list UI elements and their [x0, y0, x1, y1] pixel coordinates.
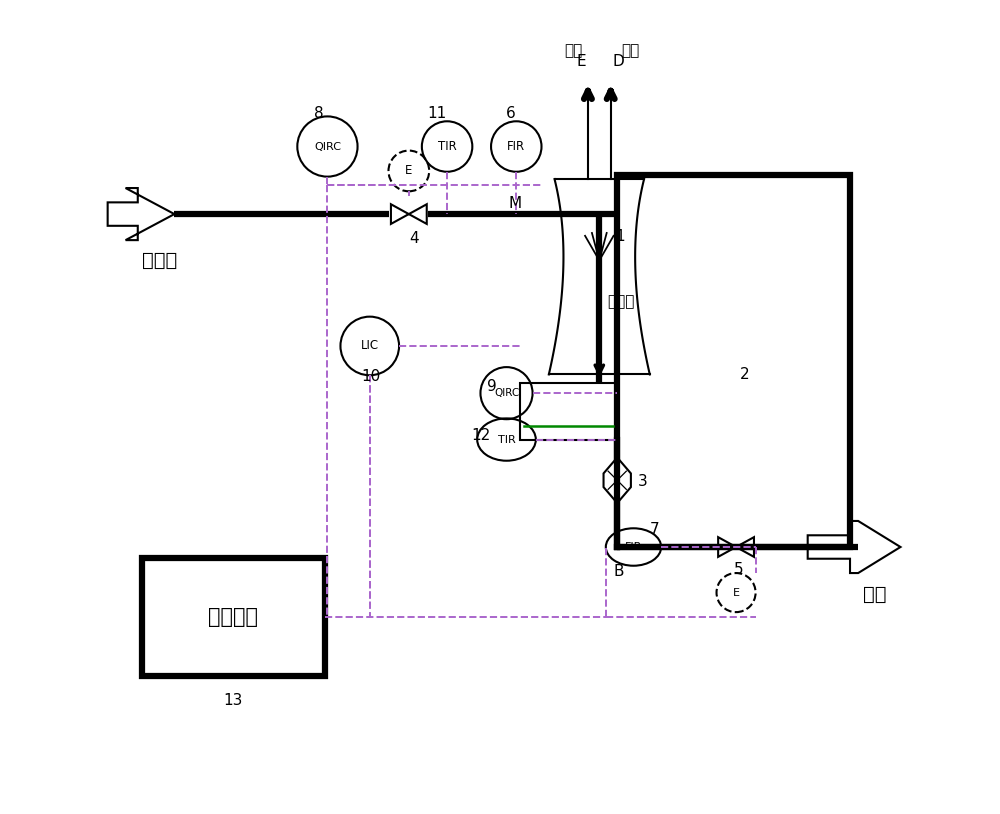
Text: B: B	[614, 564, 624, 579]
Polygon shape	[108, 188, 174, 240]
Text: LIC: LIC	[361, 339, 379, 352]
Text: QIRC: QIRC	[314, 142, 341, 151]
Text: 1: 1	[616, 229, 625, 243]
Polygon shape	[808, 521, 900, 573]
Text: 3: 3	[638, 475, 647, 489]
Bar	[520, 383, 617, 440]
Text: 风吹: 风吹	[621, 44, 639, 59]
Text: 蒸发: 蒸发	[564, 44, 582, 59]
Text: E: E	[733, 588, 740, 597]
Text: TIR: TIR	[438, 140, 456, 153]
Text: 2: 2	[739, 367, 749, 382]
Text: 11: 11	[427, 107, 446, 121]
Text: 8: 8	[314, 107, 324, 121]
Polygon shape	[718, 537, 754, 557]
Text: FIR: FIR	[625, 542, 642, 552]
Bar	[142, 558, 325, 676]
Text: 4: 4	[410, 231, 419, 246]
Text: E: E	[577, 55, 586, 69]
Text: 7: 7	[650, 522, 659, 536]
Text: E: E	[405, 164, 413, 177]
Text: 冷却塔: 冷却塔	[607, 294, 634, 309]
Text: QIRC: QIRC	[494, 388, 519, 398]
Text: M: M	[508, 196, 521, 211]
Text: 控制系统: 控制系统	[208, 606, 258, 627]
Text: 5: 5	[734, 562, 743, 577]
Text: 6: 6	[506, 107, 515, 121]
Text: 补充水: 补充水	[142, 251, 177, 270]
Polygon shape	[391, 204, 427, 224]
Text: 13: 13	[223, 693, 243, 707]
Text: 12: 12	[471, 428, 490, 443]
Text: 排污: 排污	[863, 584, 886, 604]
Text: TIR: TIR	[498, 435, 515, 444]
Polygon shape	[604, 457, 631, 503]
Text: FIR: FIR	[507, 140, 525, 153]
Text: 9: 9	[487, 379, 497, 394]
Text: 10: 10	[362, 369, 381, 383]
Text: D: D	[612, 55, 624, 69]
